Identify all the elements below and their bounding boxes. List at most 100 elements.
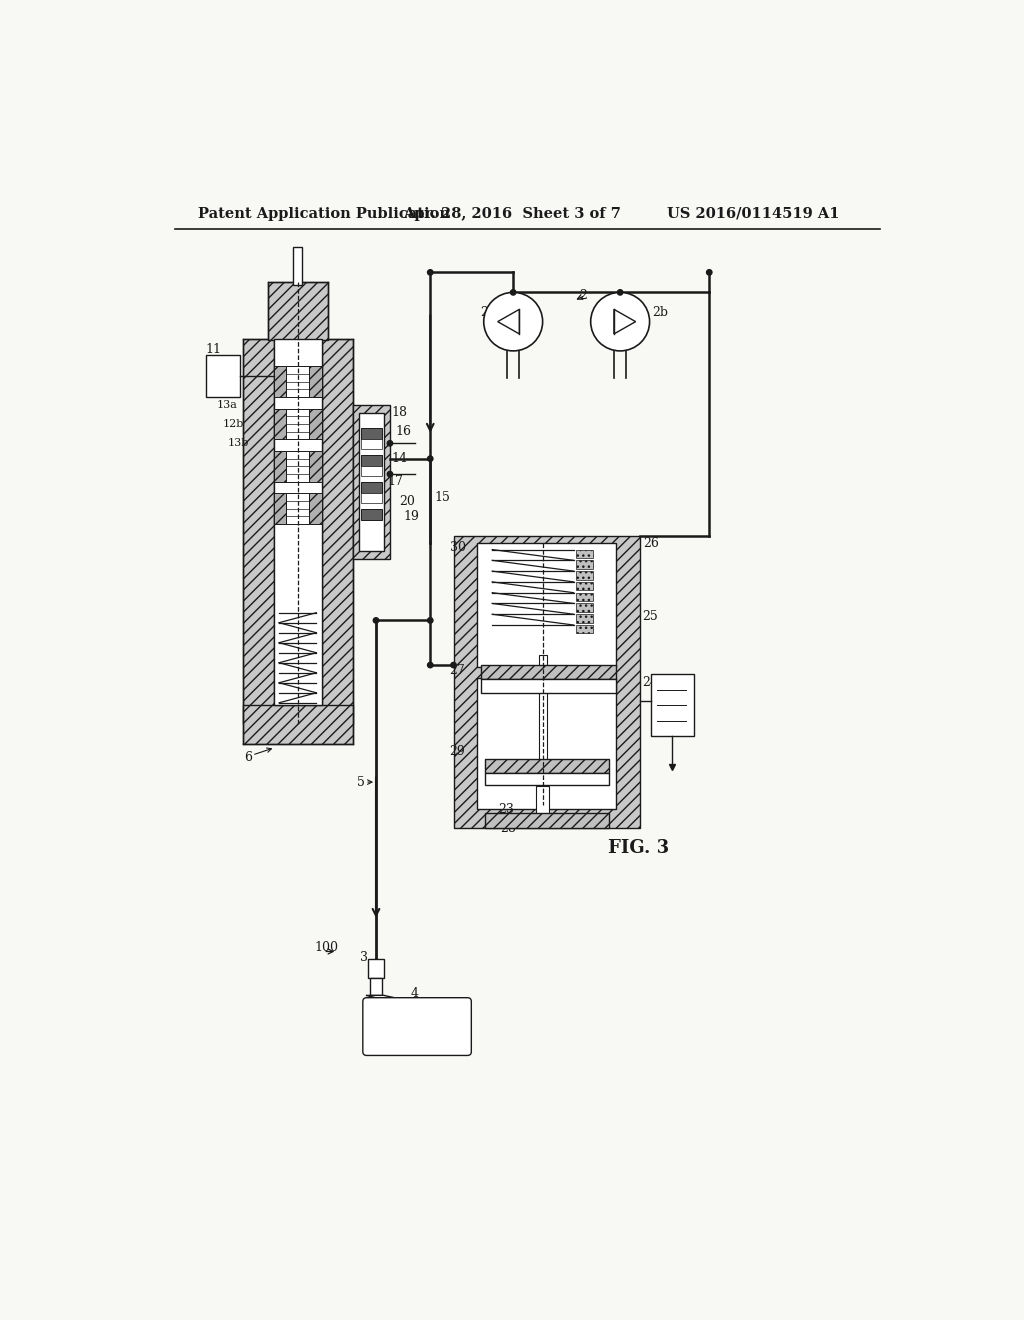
Bar	[360, 428, 382, 438]
Circle shape	[707, 269, 712, 275]
Bar	[360, 482, 382, 492]
Text: 28: 28	[500, 822, 516, 834]
Circle shape	[387, 441, 392, 446]
Bar	[286, 367, 309, 397]
Text: 24: 24	[642, 676, 657, 689]
Text: 26: 26	[643, 537, 659, 550]
Bar	[477, 678, 616, 809]
Bar	[322, 339, 352, 725]
Bar	[480, 678, 616, 693]
Bar	[360, 455, 382, 466]
Bar	[484, 813, 608, 829]
Bar	[273, 339, 322, 705]
Bar	[575, 549, 593, 558]
Bar	[273, 409, 286, 440]
Bar	[537, 785, 549, 817]
Text: 3: 3	[360, 952, 369, 964]
Text: FIG. 3: FIG. 3	[608, 838, 670, 857]
Circle shape	[483, 293, 543, 351]
Polygon shape	[498, 309, 519, 334]
Bar	[309, 494, 322, 524]
Bar	[286, 494, 309, 524]
Circle shape	[591, 293, 649, 351]
Text: 19: 19	[403, 510, 419, 523]
Bar	[267, 281, 328, 341]
Text: 2: 2	[579, 289, 587, 302]
Text: 12a: 12a	[212, 380, 232, 391]
Text: 17: 17	[388, 475, 403, 488]
Bar	[243, 339, 273, 725]
Text: 20: 20	[399, 495, 415, 508]
Text: 29: 29	[450, 744, 465, 758]
Bar	[575, 572, 593, 579]
Bar	[484, 774, 608, 785]
Bar	[370, 978, 382, 995]
Circle shape	[451, 663, 457, 668]
Circle shape	[428, 455, 433, 462]
Bar	[360, 438, 382, 449]
Bar	[484, 759, 608, 774]
Bar	[206, 355, 241, 397]
Bar	[309, 409, 322, 440]
Bar	[370, 995, 385, 1011]
Text: Patent Application Publication: Patent Application Publication	[198, 207, 450, 220]
Bar	[575, 582, 593, 590]
Bar	[243, 705, 352, 743]
Bar	[273, 451, 286, 482]
Bar	[360, 492, 382, 503]
Bar	[575, 561, 593, 569]
Bar	[575, 593, 593, 601]
Bar	[359, 413, 384, 552]
Bar	[360, 466, 382, 475]
Text: 23: 23	[499, 803, 514, 816]
Bar	[293, 247, 302, 285]
Bar	[352, 405, 390, 558]
Bar	[309, 451, 322, 482]
Bar	[454, 536, 640, 829]
Bar	[480, 665, 616, 678]
Circle shape	[374, 618, 379, 623]
Text: 100: 100	[314, 941, 338, 954]
Circle shape	[387, 471, 392, 477]
Text: 11: 11	[206, 343, 221, 356]
Text: 27: 27	[450, 664, 465, 677]
Circle shape	[510, 289, 516, 296]
Circle shape	[428, 663, 433, 668]
Polygon shape	[614, 309, 636, 334]
Polygon shape	[366, 995, 430, 1006]
Bar	[309, 367, 322, 397]
Bar	[273, 367, 286, 397]
Circle shape	[617, 289, 623, 296]
Bar	[651, 675, 693, 737]
Text: 14: 14	[391, 453, 408, 465]
Text: 2b: 2b	[652, 306, 669, 319]
Bar	[575, 626, 593, 634]
Bar	[360, 508, 382, 520]
Text: 2a: 2a	[480, 306, 496, 319]
Bar	[286, 451, 309, 482]
Text: 13a: 13a	[217, 400, 238, 409]
Text: US 2016/0114519 A1: US 2016/0114519 A1	[667, 207, 839, 220]
Text: 5: 5	[356, 776, 365, 788]
Text: 25: 25	[642, 610, 657, 623]
Text: 15: 15	[435, 491, 451, 504]
Circle shape	[428, 269, 433, 275]
Bar	[369, 960, 384, 978]
Bar	[286, 409, 309, 440]
Bar	[575, 603, 593, 612]
Text: 16: 16	[395, 425, 412, 438]
Bar	[273, 494, 286, 524]
Text: 21: 21	[655, 726, 671, 739]
Text: 12b: 12b	[222, 418, 244, 429]
Bar	[575, 614, 593, 623]
Text: 18: 18	[391, 407, 408, 418]
Text: 6: 6	[244, 751, 252, 764]
Circle shape	[428, 618, 433, 623]
Text: 13b: 13b	[228, 438, 250, 449]
FancyBboxPatch shape	[362, 998, 471, 1056]
Bar	[539, 655, 547, 809]
Text: 30: 30	[450, 541, 466, 554]
Text: 4: 4	[411, 987, 419, 1001]
Text: Apr. 28, 2016  Sheet 3 of 7: Apr. 28, 2016 Sheet 3 of 7	[403, 207, 621, 220]
Bar	[477, 544, 616, 667]
